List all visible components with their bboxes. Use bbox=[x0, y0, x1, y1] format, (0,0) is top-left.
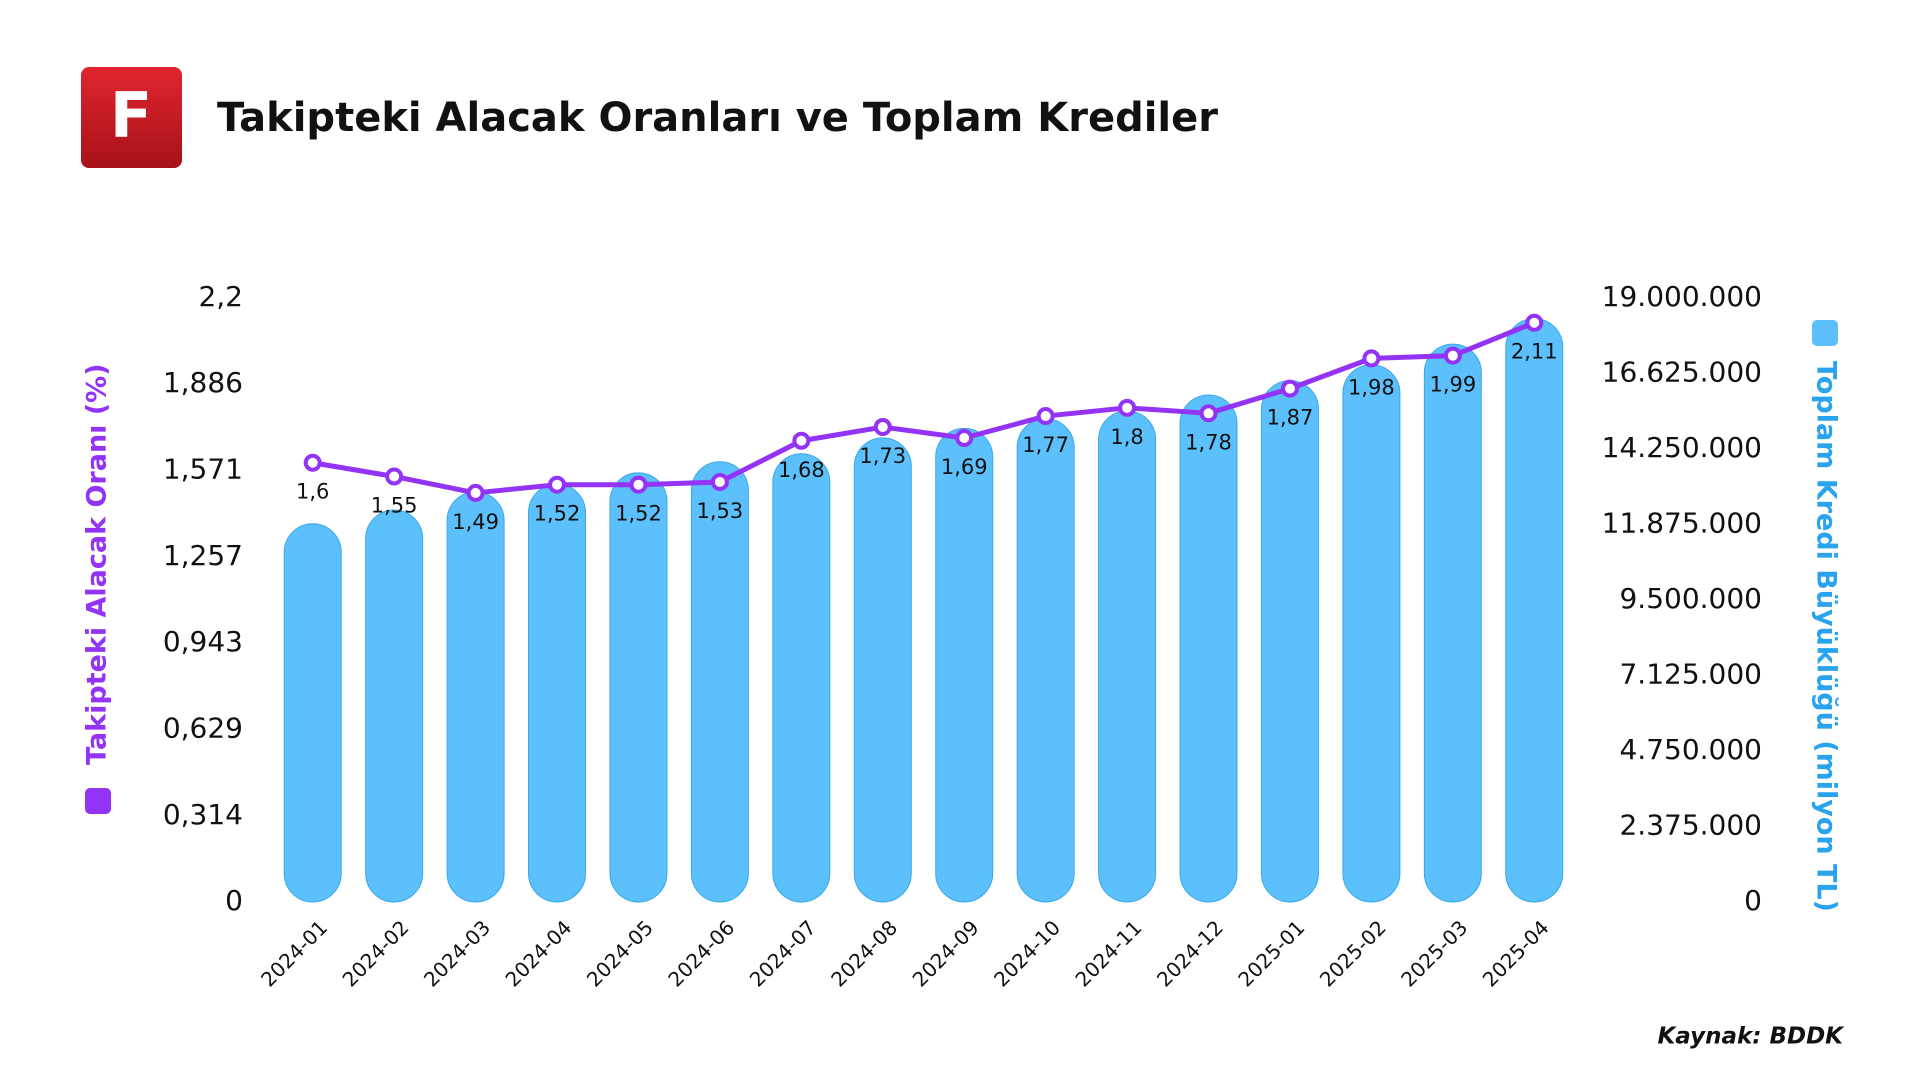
x-tick-label: 2024-03 bbox=[419, 915, 495, 991]
point bbox=[629, 475, 648, 494]
line bbox=[312, 320, 1536, 496]
x-tick-label: 2024-02 bbox=[338, 915, 414, 991]
x-tick-label: 2024-10 bbox=[989, 915, 1065, 991]
data-label: 1,52 bbox=[615, 502, 662, 526]
logo-box bbox=[81, 67, 182, 168]
y2-tick-label: 11.875.000 bbox=[1602, 507, 1762, 540]
data-label: 1,8 bbox=[1110, 425, 1143, 449]
y-tick-label: 1,571 bbox=[163, 453, 243, 486]
point bbox=[873, 418, 892, 437]
point bbox=[1199, 404, 1218, 423]
x-tick-label: 2024-07 bbox=[745, 915, 821, 991]
data-label: 1,68 bbox=[778, 458, 825, 482]
point bbox=[792, 431, 811, 450]
point bbox=[1280, 379, 1299, 398]
y2-tick-label: 16.625.000 bbox=[1602, 356, 1762, 389]
point bbox=[466, 483, 485, 502]
x-tick-label: 2025-02 bbox=[1315, 915, 1391, 991]
y-tick-label: 0,314 bbox=[163, 798, 243, 831]
data-label: 1,77 bbox=[1022, 433, 1069, 457]
x-tick-label: 2024-09 bbox=[908, 915, 984, 991]
y-tick-label: 1,886 bbox=[163, 366, 243, 399]
point bbox=[1525, 313, 1544, 332]
data-label: 1,49 bbox=[452, 510, 499, 534]
bar bbox=[609, 472, 668, 903]
y-tick-label: 0,629 bbox=[163, 711, 243, 744]
y-axis-title: Takipteki Alacak Oranı (%) bbox=[82, 363, 113, 765]
point bbox=[1443, 346, 1462, 365]
y2-tick-label: 14.250.000 bbox=[1602, 431, 1762, 464]
data-label: 1,53 bbox=[697, 499, 744, 523]
bar bbox=[772, 453, 831, 903]
y-tick-label: 2,2 bbox=[198, 280, 243, 313]
data-label: 1,98 bbox=[1348, 375, 1395, 399]
bar bbox=[1260, 380, 1319, 903]
logo-text: F bbox=[110, 79, 152, 152]
point bbox=[1036, 407, 1055, 426]
x-tick-label: 2024-06 bbox=[663, 915, 739, 991]
y2-tick-label: 19.000.000 bbox=[1602, 280, 1762, 313]
data-label: 1,78 bbox=[1185, 430, 1232, 454]
y2-tick-label: 9.500.000 bbox=[1619, 582, 1762, 615]
legend-swatch bbox=[85, 788, 111, 814]
y-tick-label: 1,257 bbox=[163, 539, 243, 572]
bar bbox=[690, 461, 749, 903]
bar bbox=[1342, 364, 1401, 903]
bar bbox=[935, 427, 994, 903]
y-tick-label: 0 bbox=[225, 884, 243, 917]
x-tick-label: 2024-05 bbox=[582, 915, 658, 991]
point bbox=[710, 472, 729, 491]
data-label: 1,87 bbox=[1267, 406, 1314, 430]
chart-title: Takipteki Alacak Oranları ve Toplam Kred… bbox=[217, 95, 1218, 141]
x-tick-label: 2025-01 bbox=[1233, 915, 1309, 991]
point bbox=[1362, 349, 1381, 368]
x-tick-label: 2024-12 bbox=[1152, 915, 1228, 991]
bar bbox=[1505, 318, 1564, 903]
data-label: 1,6 bbox=[296, 480, 329, 504]
y2-axis-title: Toplam Kredi Büyüklüğü (milyon TL) bbox=[1811, 361, 1842, 912]
source: Kaynak: BDDK bbox=[1657, 1024, 1845, 1050]
data-label: 1,69 bbox=[941, 455, 988, 479]
data-label: 2,11 bbox=[1511, 340, 1558, 364]
point bbox=[385, 467, 404, 486]
x-tick-label: 2024-08 bbox=[826, 915, 902, 991]
bar bbox=[1179, 394, 1238, 903]
data-label: 1,73 bbox=[859, 444, 906, 468]
point bbox=[303, 453, 322, 472]
bar bbox=[1016, 418, 1075, 903]
x-tick-label: 2024-01 bbox=[256, 915, 332, 991]
bar bbox=[446, 491, 505, 903]
bar bbox=[528, 483, 587, 903]
bar bbox=[853, 437, 912, 903]
y2-tick-label: 0 bbox=[1744, 884, 1762, 917]
legend-swatch bbox=[1812, 320, 1838, 346]
data-label: 1,99 bbox=[1429, 373, 1476, 397]
bar bbox=[283, 523, 342, 903]
point bbox=[1118, 398, 1137, 417]
x-tick-label: 2025-04 bbox=[1478, 915, 1554, 991]
bar bbox=[1423, 343, 1482, 903]
point bbox=[955, 429, 974, 448]
data-label: 1,52 bbox=[534, 502, 581, 526]
x-tick-label: 2025-03 bbox=[1396, 915, 1472, 991]
y2-tick-label: 7.125.000 bbox=[1619, 658, 1762, 691]
y-tick-label: 0,943 bbox=[163, 625, 243, 658]
bar bbox=[1098, 410, 1157, 903]
y2-tick-label: 4.750.000 bbox=[1619, 733, 1762, 766]
bar bbox=[365, 509, 424, 903]
point bbox=[548, 475, 567, 494]
data-label: 1,55 bbox=[371, 493, 418, 517]
x-tick-label: 2024-04 bbox=[500, 915, 576, 991]
y2-tick-label: 2.375.000 bbox=[1619, 809, 1762, 842]
x-tick-label: 2024-11 bbox=[1070, 915, 1146, 991]
